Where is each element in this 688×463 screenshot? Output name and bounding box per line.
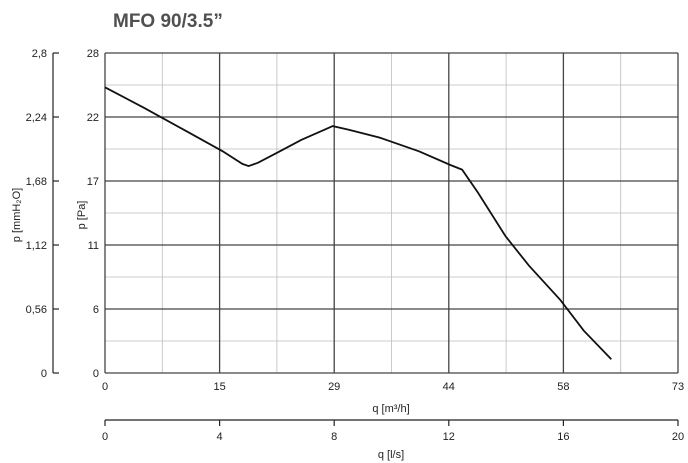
- secondary-y-tick-label: 2,8: [32, 48, 47, 60]
- y-tick-label: 6: [93, 304, 99, 316]
- y-tick-label: 17: [87, 176, 99, 188]
- x-tick-label: 58: [557, 381, 569, 393]
- secondary-y-tick-label: 2,24: [26, 112, 47, 124]
- y-tick-label: 11: [88, 240, 99, 252]
- secondary-y-tick-label: 0: [41, 368, 47, 380]
- x-tick-label: 44: [443, 381, 455, 393]
- secondary-x-tick-label: 20: [672, 431, 684, 443]
- x-tick-label: 15: [213, 381, 225, 393]
- primary-y-ticks: 0 6 11 17 22 28: [87, 48, 99, 380]
- secondary-x-tick-label: 8: [331, 431, 337, 443]
- secondary-x-ticks: 0 4 8 12 16 20: [102, 420, 684, 443]
- x-tick-label: 73: [672, 381, 684, 393]
- chart-title: MFO 90/3.5”: [113, 11, 223, 32]
- y-tick-label: 0: [93, 368, 99, 380]
- secondary-x-tick-label: 4: [217, 431, 223, 443]
- secondary-y-ticks: 0 0,56 1,12 1,68 2,24 2,8: [26, 48, 59, 380]
- x-tick-label: 0: [102, 381, 108, 393]
- primary-x-ticks: 0 15 29 44 58 73: [102, 381, 684, 393]
- y-axis-label: p [Pa]: [76, 201, 88, 230]
- secondary-x-tick-label: 12: [443, 431, 455, 443]
- y-tick-label: 28: [87, 48, 99, 60]
- minor-gridlines: [105, 53, 678, 373]
- pressure-curve-line: [104, 86, 612, 360]
- secondary-x-tick-label: 0: [102, 431, 108, 443]
- x-axis-label: q [m³/h]: [372, 403, 409, 415]
- secondary-y-axis-label: p [mmH₂O]: [11, 188, 23, 242]
- secondary-y-tick-label: 1,68: [26, 176, 47, 188]
- secondary-y-tick-label: 0,56: [26, 304, 47, 316]
- secondary-y-tick-label: 1,12: [26, 240, 47, 252]
- major-gridlines: [104, 52, 679, 374]
- secondary-x-tick-label: 16: [557, 431, 569, 443]
- secondary-x-axis-label: q [l/s]: [378, 449, 404, 461]
- x-tick-label: 29: [328, 381, 340, 393]
- y-tick-label: 22: [87, 112, 99, 124]
